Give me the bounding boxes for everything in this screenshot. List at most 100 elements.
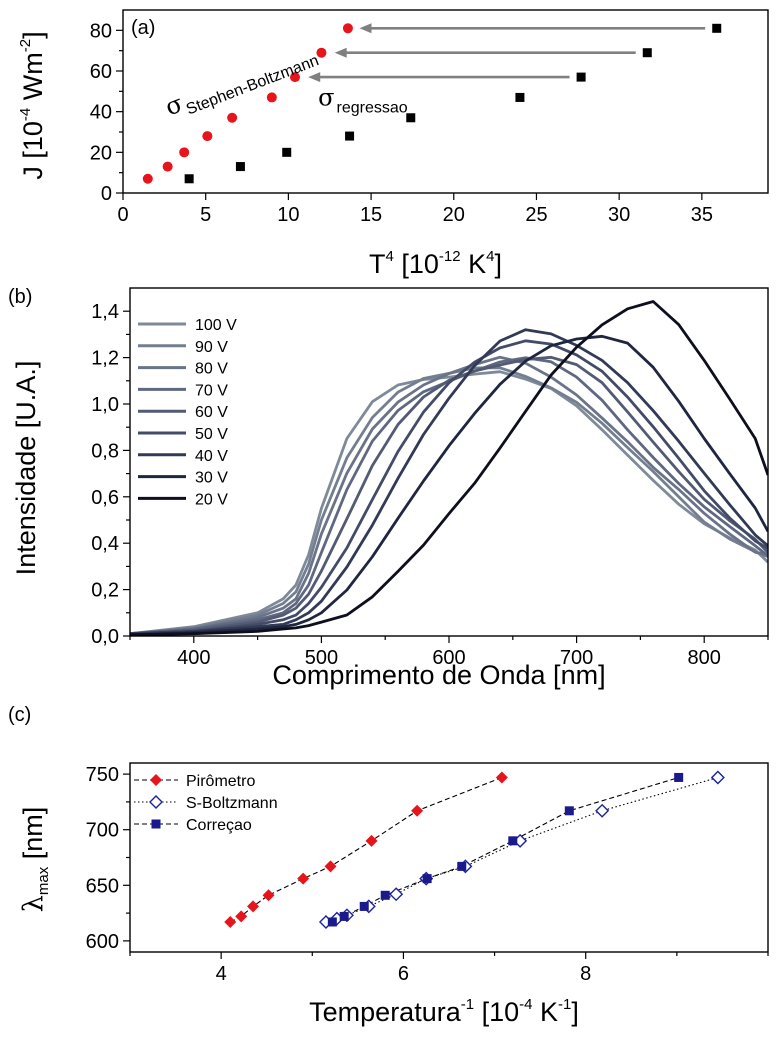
y-tick-label: 0,4 bbox=[91, 533, 119, 555]
marker-pirometro bbox=[150, 774, 162, 786]
annotation-sigma-regressao: σ regressao bbox=[318, 84, 408, 117]
marker-correcao bbox=[151, 819, 161, 829]
y-tick-label: 600 bbox=[86, 931, 119, 953]
point-regressao bbox=[406, 113, 416, 123]
y-tick-label: 750 bbox=[86, 764, 119, 786]
legend-label: S-Boltzmann bbox=[186, 795, 278, 812]
y-title-main: J [10 bbox=[18, 121, 48, 180]
sigma-symbol: σ bbox=[318, 84, 334, 112]
arrow-head bbox=[308, 72, 321, 83]
legend-label: 30 V bbox=[195, 470, 228, 487]
y-title-sup: -4 bbox=[17, 108, 34, 121]
legend-label: 60 V bbox=[195, 404, 228, 421]
marker-s-boltzmann bbox=[389, 887, 404, 902]
marker-pirometro bbox=[297, 872, 310, 885]
x-tick-label: 4 bbox=[216, 963, 227, 985]
spectrum-line bbox=[130, 300, 768, 636]
arrow-head bbox=[359, 23, 372, 34]
point-stephen-boltzmann bbox=[266, 92, 277, 103]
marker-s-boltzmann bbox=[710, 770, 725, 785]
marker-correcao bbox=[674, 772, 684, 782]
panel-c-label: (c) bbox=[8, 704, 31, 726]
point-regressao bbox=[235, 162, 245, 172]
y-tick-label: 1,4 bbox=[91, 301, 119, 323]
x-title-main: T bbox=[369, 249, 386, 279]
x-tick-label: 700 bbox=[560, 647, 593, 669]
x-title-rest2-sup: -1 bbox=[558, 996, 571, 1013]
x-title-rest2: K bbox=[532, 997, 558, 1027]
y-tick-label: 0,0 bbox=[91, 626, 119, 648]
point-stephen-boltzmann bbox=[342, 23, 353, 34]
x-tick-label: 25 bbox=[525, 204, 547, 226]
x-tick-label: 35 bbox=[691, 204, 713, 226]
panel-a-label: (a) bbox=[131, 17, 155, 39]
spectrum-line bbox=[130, 334, 768, 636]
y-tick-label: 650 bbox=[86, 875, 119, 897]
x-title-end: ] bbox=[571, 997, 579, 1027]
y-tick-label: 20 bbox=[90, 142, 112, 164]
x-tick-label: 600 bbox=[432, 647, 465, 669]
marker-pirometro bbox=[411, 804, 424, 817]
marker-pirometro bbox=[262, 889, 275, 902]
x-title-rest: [10 bbox=[474, 997, 519, 1027]
y-tick-label: 0 bbox=[101, 183, 112, 205]
y-title-rest-sup: -2 bbox=[17, 39, 34, 52]
legend-label: 100 V bbox=[195, 317, 237, 334]
y-title-lambda: λ bbox=[18, 895, 49, 912]
legend-label: 80 V bbox=[195, 361, 228, 378]
x-title-rest-sup: -12 bbox=[439, 248, 461, 265]
point-stephen-boltzmann bbox=[290, 72, 300, 83]
x-tick-label: 30 bbox=[608, 204, 630, 226]
x-tick-label: 15 bbox=[360, 204, 382, 226]
marker-correcao bbox=[380, 890, 390, 900]
x-tick-label: 0 bbox=[117, 204, 128, 226]
y-tick-label: 60 bbox=[90, 61, 112, 83]
marker-correcao bbox=[457, 861, 467, 871]
x-tick-label: 6 bbox=[398, 963, 409, 985]
y-tick-label: 40 bbox=[90, 102, 112, 124]
y-axis-title: λmax [nm] bbox=[18, 807, 52, 912]
point-stephen-boltzmann bbox=[316, 47, 327, 58]
x-tick-label: 20 bbox=[443, 204, 465, 226]
legend-label: 20 V bbox=[195, 491, 228, 508]
y-tick-label: 1,0 bbox=[91, 394, 119, 416]
legend-label: 40 V bbox=[195, 448, 228, 465]
x-axis-title: Comprimento de Onda [nm] bbox=[272, 660, 605, 690]
x-tick-label: 400 bbox=[177, 647, 210, 669]
panel-b-label: (b) bbox=[8, 286, 32, 308]
y-axis-title: J [10-4 Wm-2] bbox=[17, 31, 48, 179]
point-stephen-boltzmann bbox=[227, 112, 238, 123]
marker-s-boltzmann bbox=[149, 795, 163, 809]
x-tick-label: 5 bbox=[200, 204, 211, 226]
x-title-main: Temperatura bbox=[309, 997, 462, 1027]
spectrum-line bbox=[130, 339, 768, 636]
y-title-end: ] bbox=[18, 31, 48, 39]
x-title-rest2-sup: 4 bbox=[486, 248, 494, 265]
arrow-head bbox=[334, 47, 347, 58]
marker-pirometro bbox=[324, 860, 337, 873]
x-tick-label: 10 bbox=[277, 204, 299, 226]
point-regressao bbox=[642, 48, 652, 58]
legend-label: 70 V bbox=[195, 382, 228, 399]
legend-label: Pirômetro bbox=[186, 773, 255, 790]
point-regressao bbox=[282, 147, 292, 157]
x-tick-label: 500 bbox=[305, 647, 338, 669]
series-line bbox=[230, 776, 503, 923]
y-tick-label: 0,8 bbox=[91, 440, 119, 462]
y-tick-label: 0,6 bbox=[91, 487, 119, 509]
spectrum-line bbox=[130, 328, 768, 636]
y-tick-label: 1,2 bbox=[91, 348, 119, 370]
y-title-rest: Wm bbox=[18, 52, 48, 107]
panel-b: (b) 400 500 600 700 800 0,0 0,2 0,4 0,6 0,8 1,0 1,2 1… bbox=[8, 286, 769, 690]
point-stephen-boltzmann bbox=[202, 131, 213, 142]
point-regressao bbox=[345, 131, 355, 141]
spectrum-line bbox=[130, 355, 768, 636]
panel-c: (c) 4 6 8 600 650 700 750 Pirômetro S-Boltzmann Co… bbox=[8, 704, 769, 1027]
point-regressao bbox=[184, 174, 194, 184]
marker-correcao bbox=[339, 911, 349, 921]
marker-correcao bbox=[564, 806, 574, 816]
x-axis-title: Temperatura-1 [10-4 K-1] bbox=[309, 996, 579, 1027]
marker-pirometro bbox=[495, 771, 508, 784]
y-tick-label: 0,2 bbox=[91, 580, 119, 602]
